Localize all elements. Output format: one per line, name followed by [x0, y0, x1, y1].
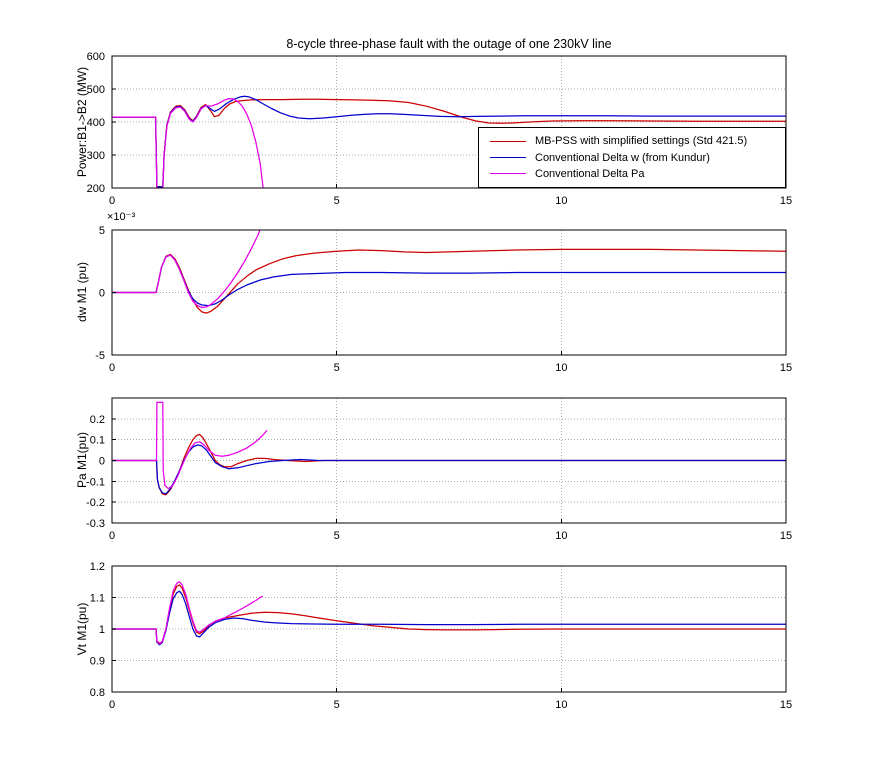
x-tick-label: 15 — [780, 362, 792, 374]
chart-svg: 0 5 10 15 -0.3 -0.2 -0.1 0 0.1 0.2 — [86, 397, 792, 542]
y-tick-label: 0 — [99, 456, 105, 468]
y-tick-label: 0 — [99, 288, 105, 300]
chart-svg: 0 5 10 15 200 300 400 500 600 — [87, 51, 792, 207]
chart-svg: 0 5 10 15 0.8 0.9 1 1.1 1.2 — [90, 561, 792, 711]
chart-svg: 0 5 10 15 -5 0 5 — [95, 225, 792, 374]
y-exponent-label: ×10⁻³ — [107, 211, 136, 223]
y-tick-label: -5 — [95, 350, 105, 362]
y-tick-label: -0.2 — [86, 497, 105, 509]
series-line — [112, 590, 786, 646]
legend-line-sample-mbpss — [490, 140, 526, 142]
legend[interactable]: MB-PSS with simplified settings (Std 421… — [478, 127, 786, 188]
legend-entry: MB-PSS with simplified settings (Std 421… — [490, 135, 785, 147]
series-line — [112, 401, 268, 490]
plot-area-vt: 0 5 10 15 0.8 0.9 1 1.1 1.2 — [0, 558, 871, 723]
x-tick-label: 5 — [334, 195, 340, 207]
plot-area-power: 0 5 10 15 200 300 400 500 600 — [0, 48, 871, 213]
series-line — [112, 581, 263, 645]
y-tick-label: 0.9 — [90, 656, 105, 668]
legend-label-delta-w: Conventional Delta w (from Kundur) — [535, 151, 710, 164]
x-tick-label: 10 — [555, 362, 567, 374]
x-tick-label: 15 — [780, 195, 792, 207]
x-tick-label: 5 — [334, 699, 340, 711]
legend-label-mbpss: MB-PSS with simplified settings (Std 421… — [535, 135, 748, 148]
x-tick-label: 10 — [555, 530, 567, 542]
y-tick-label: 0.8 — [90, 687, 105, 699]
ylabel-dw: dw M1 (pu) — [75, 261, 89, 323]
legend-line-sample-delta-w — [490, 157, 526, 158]
x-tick-label: 10 — [555, 699, 567, 711]
x-tick-label: 0 — [109, 699, 115, 711]
series-line — [112, 584, 786, 644]
series-line — [112, 98, 786, 188]
y-tick-label: 1.1 — [90, 593, 105, 605]
x-tick-label: 0 — [109, 195, 115, 207]
y-tick-label: 600 — [87, 51, 105, 63]
series-line — [112, 230, 261, 309]
y-tick-label: 400 — [87, 117, 105, 129]
legend-line-sample-delta-pa — [490, 173, 526, 175]
chart-title: 8-cycle three-phase fault with the outag… — [286, 37, 612, 51]
x-tick-label: 5 — [334, 530, 340, 542]
y-tick-label: 5 — [99, 225, 105, 237]
y-tick-label: -0.1 — [86, 476, 105, 488]
ylabel-pa: Pa M1(pu) — [75, 431, 89, 489]
series-line — [112, 444, 786, 495]
y-tick-label: -0.3 — [86, 518, 105, 530]
y-tick-label: 500 — [87, 84, 105, 96]
x-tick-label: 5 — [334, 362, 340, 374]
y-tick-label: 0.1 — [90, 435, 105, 447]
plot-area-dw: 0 5 10 15 -5 0 5 — [0, 222, 871, 387]
y-tick-label: 0.2 — [90, 414, 105, 426]
y-tick-label: 300 — [87, 150, 105, 162]
legend-entry: Conventional Delta Pa — [490, 168, 785, 180]
x-tick-label: 15 — [780, 699, 792, 711]
y-tick-label: 1 — [99, 624, 105, 636]
ylabel-vt: Vt M1(pu) — [75, 602, 89, 656]
plot-area-pa: 0 5 10 15 -0.3 -0.2 -0.1 0 0.1 0.2 — [0, 390, 871, 555]
x-tick-label: 0 — [109, 362, 115, 374]
y-tick-label: 200 — [87, 183, 105, 195]
series-line — [112, 97, 264, 188]
x-tick-label: 15 — [780, 530, 792, 542]
legend-entry: Conventional Delta w (from Kundur) — [490, 152, 785, 164]
x-tick-label: 0 — [109, 530, 115, 542]
y-tick-label: 1.2 — [90, 561, 105, 573]
x-tick-label: 10 — [555, 195, 567, 207]
legend-label-delta-pa: Conventional Delta Pa — [535, 167, 645, 180]
ylabel-power: Power:B1->B2 (MW) — [75, 66, 89, 178]
